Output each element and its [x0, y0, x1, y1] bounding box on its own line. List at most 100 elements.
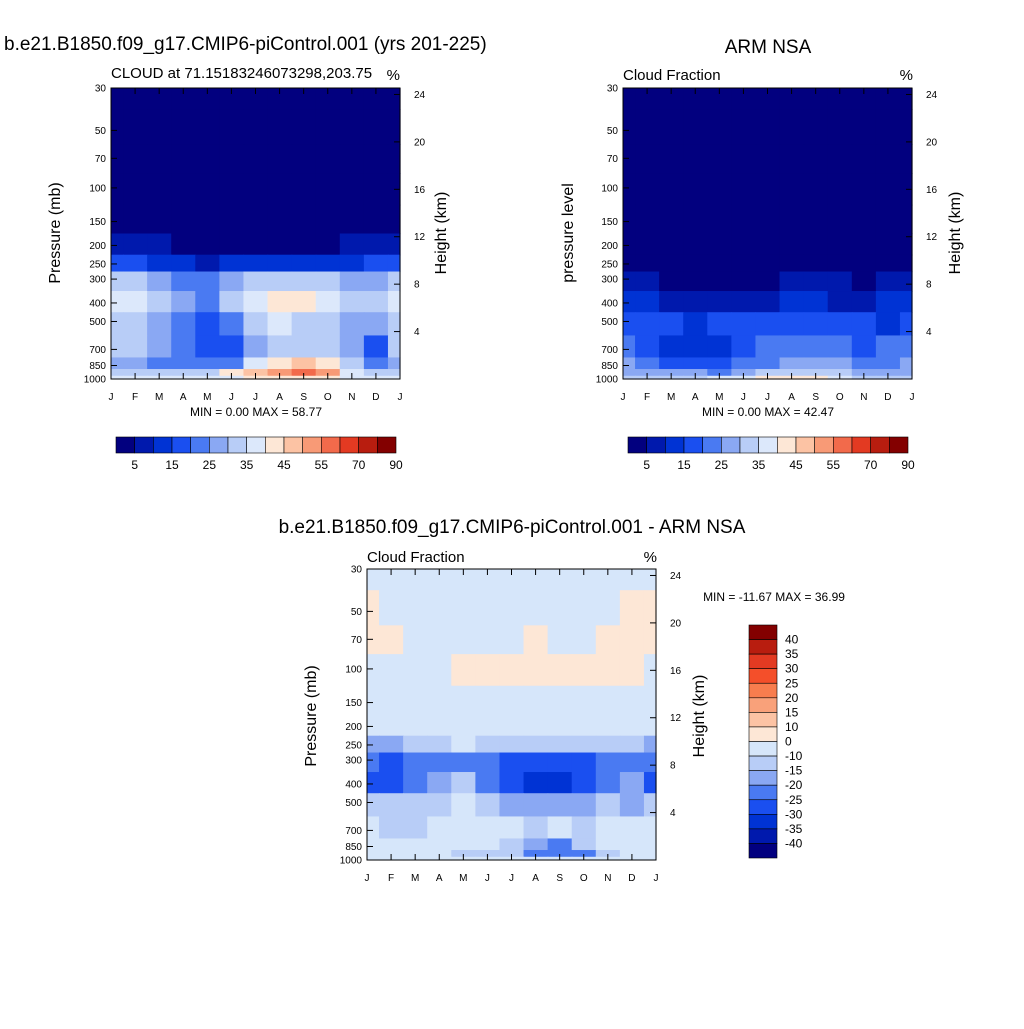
- contour-cell: [635, 291, 660, 313]
- colorbar-label: -15: [785, 764, 803, 778]
- colorbar-swatch: [851, 436, 871, 454]
- contour-cell: [367, 735, 380, 754]
- colorbar-label: 5: [643, 458, 650, 472]
- month-tick-label: M: [459, 873, 467, 884]
- contour-cell: [623, 335, 636, 359]
- contour-cell: [379, 685, 404, 716]
- colorbar-swatch: [748, 726, 778, 742]
- diff-left-label: Cloud Fraction: [367, 549, 465, 566]
- contour-cell: [499, 685, 525, 716]
- contour-cell: [147, 233, 172, 256]
- contour-cell: [707, 271, 732, 292]
- contour-cell: [851, 88, 877, 110]
- contour-cell: [875, 173, 901, 206]
- contour-cell: [291, 88, 317, 110]
- obs-panel: ARM NSA Cloud Fraction % 30 50 70 100 150 200…: [560, 37, 964, 472]
- contour-cell: [475, 772, 501, 794]
- contour-cell: [315, 233, 341, 256]
- contour-cell: [595, 838, 621, 851]
- model-minmax: MIN = 0.00 MAX = 58.77: [190, 405, 322, 419]
- obs-right-label: %: [900, 67, 913, 84]
- contour-cell: [123, 88, 148, 110]
- contour-cell: [659, 233, 684, 256]
- contour-cell: [623, 291, 636, 313]
- contour-cell: [363, 109, 389, 145]
- contour-cell: [547, 735, 573, 754]
- month-tick-label: J: [910, 392, 915, 403]
- contour-cell: [379, 714, 404, 737]
- obs-minmax: MIN = 0.00 MAX = 42.47: [702, 405, 834, 419]
- colorbar-swatch: [758, 436, 778, 454]
- contour-cell: [571, 752, 597, 773]
- contour-cell: [899, 271, 913, 292]
- contour-cell: [171, 144, 196, 174]
- obs-title: ARM NSA: [725, 37, 812, 58]
- contour-cell: [379, 625, 404, 655]
- contour-cell: [403, 654, 428, 687]
- contour-cell: [111, 144, 124, 174]
- contour-cell: [571, 590, 597, 626]
- contour-cell: [403, 793, 428, 818]
- contour-cell: [899, 204, 913, 235]
- contour-cell: [851, 109, 877, 145]
- contour-cell: [619, 569, 645, 591]
- contour-cell: [499, 752, 525, 773]
- contour-cell: [379, 838, 404, 851]
- contour-cell: [523, 735, 549, 754]
- contour-cell: [171, 109, 196, 145]
- contour-cell: [367, 714, 380, 737]
- contour-cell: [619, 850, 645, 858]
- contour-cell: [123, 204, 148, 235]
- contour-cell: [827, 144, 853, 174]
- contour-cell: [195, 173, 220, 206]
- contour-cell: [403, 735, 428, 754]
- contour-cell: [635, 233, 660, 256]
- month-tick-label: D: [628, 873, 635, 884]
- contour-cell: [147, 144, 172, 174]
- pressure-tick-label: 400: [345, 779, 362, 790]
- contour-cell: [315, 204, 341, 235]
- contour-cell: [291, 173, 317, 206]
- contour-cell: [595, 714, 621, 737]
- contour-cell: [267, 312, 293, 337]
- contour-cell: [111, 312, 124, 337]
- contour-cell: [571, 816, 597, 840]
- contour-cell: [111, 88, 124, 110]
- contour-cell: [571, 685, 597, 716]
- pressure-tick-label: 70: [607, 154, 619, 165]
- contour-cell: [195, 204, 220, 235]
- contour-cell: [195, 369, 220, 377]
- month-tick-label: S: [300, 392, 307, 403]
- colorbar-swatch: [748, 624, 778, 640]
- contour-cell: [827, 369, 853, 377]
- contour-cell: [339, 312, 365, 337]
- month-tick-label: D: [372, 392, 379, 403]
- contour-cell: [219, 254, 245, 273]
- contour-cell: [475, 685, 501, 716]
- contour-cell: [659, 173, 684, 206]
- contour-cell: [875, 312, 901, 337]
- contour-cell: [123, 291, 148, 313]
- colorbar-swatch: [646, 436, 666, 454]
- contour-cell: [291, 109, 317, 145]
- contour-cell: [851, 173, 877, 206]
- contour-cell: [803, 233, 829, 256]
- contour-cell: [315, 271, 341, 292]
- pressure-tick-label: 250: [601, 259, 618, 270]
- pressure-tick-label: 700: [345, 826, 362, 837]
- contour-cell: [111, 233, 124, 256]
- colorbar-swatch: [246, 436, 266, 454]
- contour-cell: [623, 254, 636, 273]
- contour-cell: [659, 109, 684, 145]
- month-tick-label: J: [229, 392, 234, 403]
- contour-cell: [619, 752, 645, 773]
- contour-cell: [523, 685, 549, 716]
- contour-cell: [731, 233, 757, 256]
- contour-cell: [755, 291, 781, 313]
- contour-cell: [779, 88, 805, 110]
- contour-cell: [619, 735, 645, 754]
- colorbar-label: 70: [352, 458, 366, 472]
- contour-cell: [379, 772, 404, 794]
- pressure-tick-label: 300: [89, 275, 106, 286]
- contour-cell: [851, 204, 877, 235]
